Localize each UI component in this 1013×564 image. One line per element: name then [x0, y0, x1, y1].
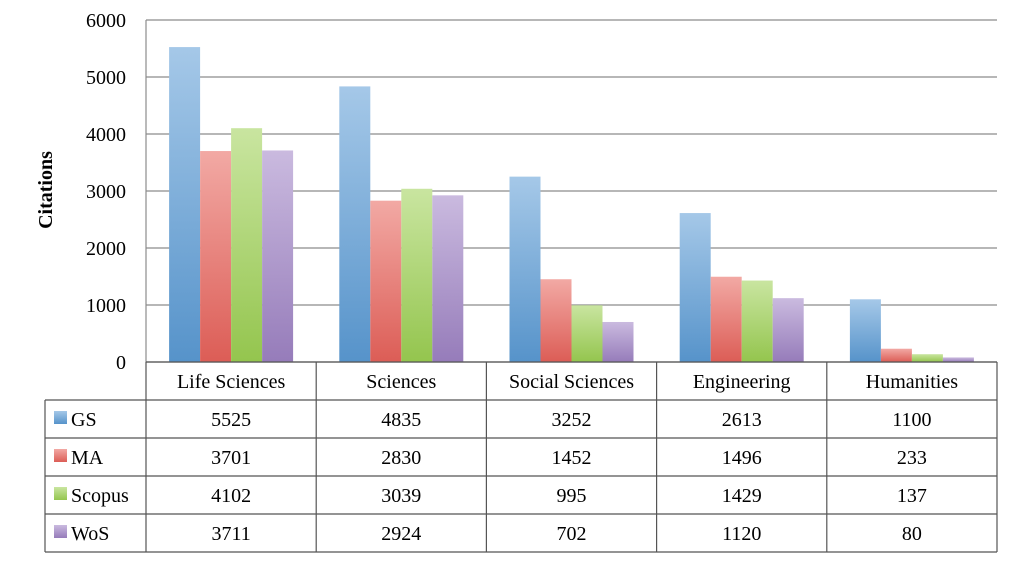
- bar-gs-sciences: [339, 86, 371, 362]
- bar-wos-humanities: [942, 357, 974, 362]
- series-label: WoS: [71, 523, 109, 545]
- bar-scopus-sciences: [401, 188, 433, 362]
- table-cell-value: 3039: [381, 485, 421, 507]
- legend-key-ma: [54, 449, 67, 462]
- bar-wos-engineering: [772, 298, 804, 362]
- y-tick-label: 3000: [86, 181, 126, 203]
- table-cell-value: 3252: [552, 409, 592, 431]
- table-cell-value: 4102: [211, 485, 251, 507]
- y-axis-label: Citations: [35, 151, 57, 229]
- table-cell-value: 2830: [381, 447, 421, 469]
- table-cell-value: 1100: [892, 409, 931, 431]
- table-cell-value: 2613: [722, 409, 762, 431]
- bar-scopus-engineering: [741, 280, 773, 362]
- series-label: Scopus: [71, 485, 129, 507]
- y-tick-label: 0: [116, 352, 126, 374]
- bar-scopus-life-sciences: [231, 128, 263, 362]
- y-tick-label: 2000: [86, 238, 126, 260]
- table-cell-value: 1120: [722, 523, 761, 545]
- category-label: Social Sciences: [509, 371, 634, 393]
- table-cell-value: 2924: [381, 523, 421, 545]
- y-tick-label: 5000: [86, 67, 126, 89]
- table-cell-value: 1496: [722, 447, 762, 469]
- y-axis: 0 1000 2000 3000 4000 5000 6000: [86, 10, 126, 374]
- table-cell-value: 233: [897, 447, 927, 469]
- table-cell-value: 80: [902, 523, 922, 545]
- bar-gs-humanities: [849, 299, 881, 362]
- bar-gs-engineering: [679, 213, 711, 362]
- table-cell-value: 137: [897, 485, 927, 507]
- table-cell-value: 702: [557, 523, 587, 545]
- series-label: MA: [71, 447, 104, 469]
- bar-ma-sciences: [370, 200, 402, 362]
- y-tick-label: 4000: [86, 124, 126, 146]
- bar-wos-social-sciences: [602, 321, 634, 362]
- bars: [169, 47, 974, 362]
- legend-key-wos: [54, 525, 67, 538]
- series-label: GS: [71, 409, 97, 431]
- bar-scopus-social-sciences: [571, 305, 603, 362]
- bar-wos-life-sciences: [262, 150, 294, 362]
- table-cell-value: 3711: [211, 523, 250, 545]
- bar-wos-sciences: [432, 195, 464, 362]
- table-cell-value: 3701: [211, 447, 251, 469]
- legend-key-gs: [54, 411, 67, 424]
- table-cell-value: 1452: [552, 447, 592, 469]
- data-table: Life Sciences Sciences Social Sciences Engi…: [44, 361, 998, 553]
- bar-ma-humanities: [880, 348, 912, 362]
- bar-gs-social-sciences: [509, 176, 541, 362]
- category-label: Humanities: [866, 371, 958, 393]
- bar-scopus-humanities: [911, 354, 943, 362]
- table-cell-value: 4835: [381, 409, 421, 431]
- table-cell-value: 995: [557, 485, 587, 507]
- table-cell-value: 1429: [722, 485, 762, 507]
- category-label: Sciences: [366, 371, 436, 393]
- legend-key-scopus: [54, 487, 67, 500]
- bar-ma-life-sciences: [200, 151, 232, 362]
- bar-ma-engineering: [710, 276, 742, 362]
- table-cell-value: 5525: [211, 409, 251, 431]
- category-label: Life Sciences: [177, 371, 285, 393]
- bar-ma-social-sciences: [540, 279, 572, 362]
- y-tick-label: 1000: [86, 295, 126, 317]
- bar-gs-life-sciences: [169, 47, 201, 362]
- y-tick-label: 6000: [86, 10, 126, 32]
- category-label: Engineering: [693, 371, 791, 393]
